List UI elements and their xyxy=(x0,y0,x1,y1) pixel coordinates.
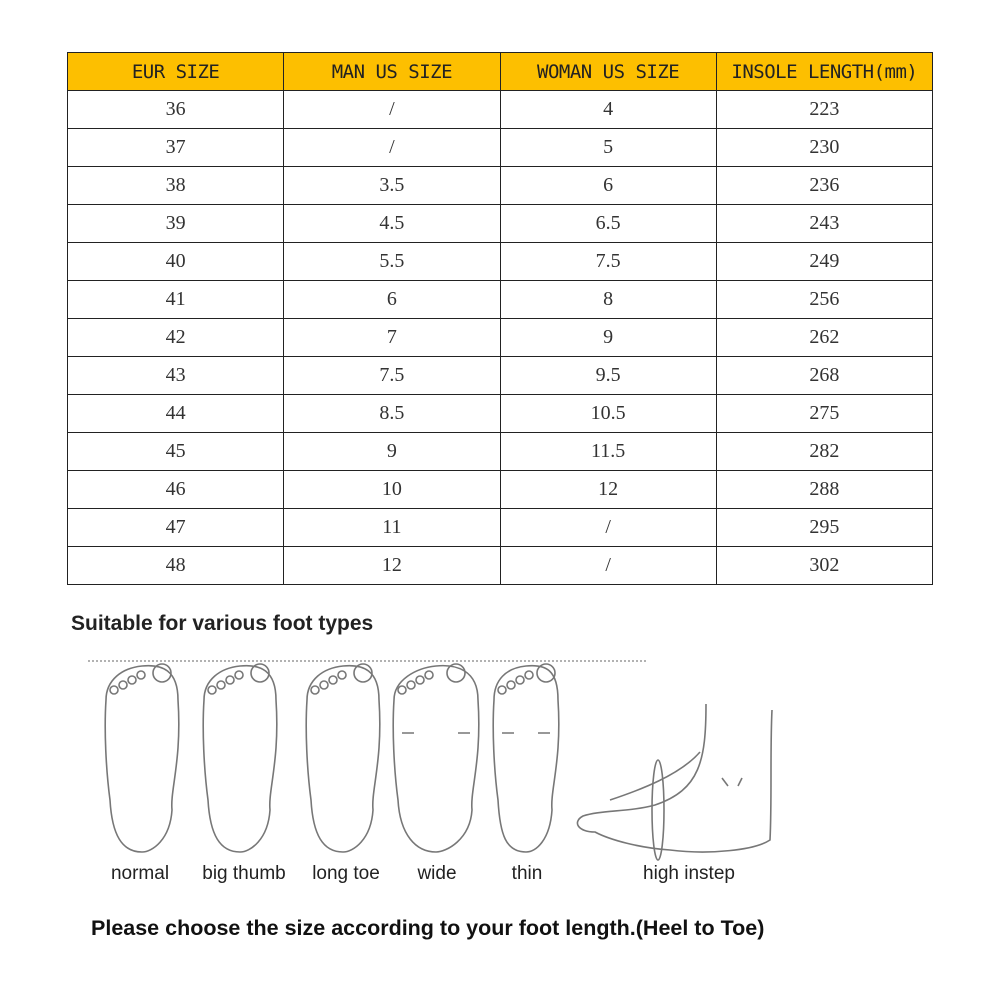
cell-eur-size: 36 xyxy=(66,90,285,129)
size-chart-table: EUR SIZE MAN US SIZE WOMAN US SIZE INSOL… xyxy=(66,52,934,585)
table-header-row: EUR SIZE MAN US SIZE WOMAN US SIZE INSOL… xyxy=(66,52,934,91)
header-insole-length: INSOLE LENGTH(mm) xyxy=(715,52,934,91)
foot-normal-icon xyxy=(104,663,180,853)
foot-type-label: big thumb xyxy=(202,863,286,884)
cell-insole-length: 243 xyxy=(715,204,934,243)
cell-eur-size: 43 xyxy=(66,356,285,395)
header-eur-size: EUR SIZE xyxy=(66,52,285,91)
cell-insole-length: 275 xyxy=(715,394,934,433)
foot-type-label: normal xyxy=(110,863,170,884)
table-row: 46 10 12 288 xyxy=(66,470,934,509)
cell-woman-us-size: 10.5 xyxy=(499,394,717,433)
cell-eur-size: 42 xyxy=(66,318,285,357)
size-instruction: Please choose the size according to your… xyxy=(91,916,765,940)
foot-types-title: Suitable for various foot types xyxy=(71,612,374,635)
cell-eur-size: 48 xyxy=(66,546,285,585)
cell-insole-length: 302 xyxy=(715,546,934,585)
table-row: 39 4.5 6.5 243 xyxy=(66,204,934,243)
cell-man-us-size: 10 xyxy=(283,470,501,509)
cell-woman-us-size: 5 xyxy=(499,128,717,167)
cell-eur-size: 46 xyxy=(66,470,285,509)
cell-man-us-size: 5.5 xyxy=(283,242,501,281)
foot-type-label: long toe xyxy=(312,863,380,884)
foot-long-toe-icon xyxy=(305,663,381,853)
cell-insole-length: 268 xyxy=(715,356,934,395)
foot-wide-icon xyxy=(392,663,480,853)
cell-man-us-size: 12 xyxy=(283,546,501,585)
table-row: 45 9 11.5 282 xyxy=(66,432,934,471)
cell-eur-size: 40 xyxy=(66,242,285,281)
foot-thin-icon xyxy=(492,663,560,853)
cell-eur-size: 37 xyxy=(66,128,285,167)
cell-insole-length: 230 xyxy=(715,128,934,167)
table-row: 38 3.5 6 236 xyxy=(66,166,934,205)
foot-type-label: thin xyxy=(511,863,543,884)
cell-woman-us-size: 6 xyxy=(499,166,717,205)
cell-man-us-size: 3.5 xyxy=(283,166,501,205)
foot-type-label: wide xyxy=(417,863,457,884)
high-instep-foot-icon xyxy=(576,703,773,861)
cell-woman-us-size: 6.5 xyxy=(499,204,717,243)
cell-woman-us-size: 12 xyxy=(499,470,717,509)
cell-insole-length: 262 xyxy=(715,318,934,357)
cell-man-us-size: 11 xyxy=(283,508,501,547)
table-row: 36/4 223 xyxy=(66,90,934,129)
table-row: 40 5.5 7.5 249 xyxy=(66,242,934,281)
table-row: 41 6 8 256 xyxy=(66,280,934,319)
cell-insole-length: 249 xyxy=(715,242,934,281)
foot-big-thumb-icon xyxy=(202,663,278,853)
cell-insole-length: 282 xyxy=(715,432,934,471)
cell-man-us-size: 8.5 xyxy=(283,394,501,433)
cell-eur-size: 41 xyxy=(66,280,285,319)
cell-eur-size: 38 xyxy=(66,166,285,205)
table-row: 37/5 230 xyxy=(66,128,934,167)
cell-woman-us-size: / xyxy=(499,546,717,585)
table-row: 48 12/302 xyxy=(66,546,934,585)
cell-man-us-size: 6 xyxy=(283,280,501,319)
foot-type-label: high instep xyxy=(643,863,735,884)
cell-man-us-size: / xyxy=(283,90,501,129)
